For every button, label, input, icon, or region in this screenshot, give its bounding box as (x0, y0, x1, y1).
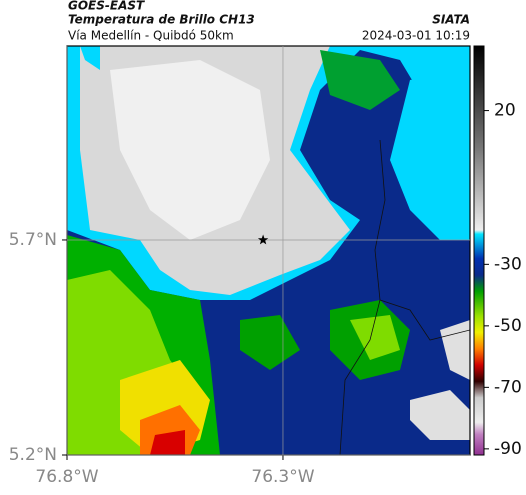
colorbar-tick-label: -90 (494, 439, 522, 459)
x-tick-label: 76.3°W (251, 467, 314, 487)
title: Temperatura de Brillo CH13 (68, 13, 255, 27)
imagery (67, 46, 470, 455)
x-tick-label: 76.8°W (35, 467, 98, 487)
source: GOES-EAST (68, 0, 145, 13)
y-tick-label: 5.2°N (9, 445, 57, 465)
colorbar-tick-label: -70 (494, 377, 522, 397)
datetime: 2024-03-01 10:19 (362, 29, 470, 43)
location-marker (257, 234, 269, 245)
y-tick-label: 5.7°N (9, 230, 57, 250)
subtitle: Vía Medellín - Quibdó 50km (68, 29, 234, 43)
colorbar-tick-label: 20 (494, 101, 516, 121)
agency: SIATA (432, 13, 470, 27)
colorbar (473, 45, 485, 456)
colorbar-tick-label: -30 (494, 254, 522, 274)
colorbar-tick-label: -50 (494, 316, 522, 336)
